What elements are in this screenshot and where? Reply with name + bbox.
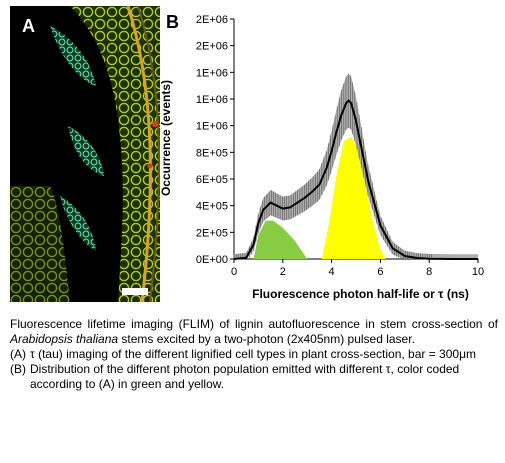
chart-series-line [233, 99, 478, 260]
y-tick-label: 0E+00 [196, 254, 228, 266]
caption-paragraph: Fluorescence lifetime imaging (FLIM) of … [10, 317, 498, 347]
y-tick-label: 1E+06 [196, 67, 228, 79]
x-tick-label: 0 [231, 266, 237, 278]
y-tick-labels: 0E+00 2E+05 4E+05 6E+05 8E+05 1E+06 1E+06 1E+06… [196, 14, 234, 266]
y-axis-label: Occurrence (events) [159, 79, 173, 197]
yellow-region [321, 136, 386, 259]
x-axis-label: Fluorescence photon half-life or τ (ns) [252, 287, 469, 301]
chart-filled-regions [253, 136, 386, 259]
lifetime-histogram-chart: 0E+00 2E+05 4E+05 6E+05 8E+05 1E+06 1E+06 1E+06… [196, 14, 484, 278]
caption-item-marker: (A) [10, 347, 26, 361]
y-tick-label: 8E+05 [196, 147, 228, 159]
scale-bar [122, 288, 148, 295]
caption-item-a: (A) τ (tau) imaging of the different lig… [10, 347, 498, 362]
x-tick-label: 2 [280, 266, 286, 278]
y-tick-label: 2E+06 [196, 41, 228, 53]
caption-item-marker: (B) [10, 362, 26, 376]
y-tick-label: 2E+05 [196, 227, 228, 239]
x-tick-label: 4 [329, 266, 335, 278]
x-tick-labels: 0 2 4 6 8 10 [231, 259, 484, 278]
panel-a-label: A [22, 16, 35, 36]
y-tick-label: 1E+06 [196, 121, 228, 133]
caption-paragraph-text: Fluorescence lifetime imaging (FLIM) of … [10, 317, 498, 346]
y-tick-label: 2E+06 [196, 14, 228, 26]
x-tick-label: 6 [377, 266, 383, 278]
figure-caption: Fluorescence lifetime imaging (FLIM) of … [10, 317, 498, 392]
caption-item-text: Distribution of the different photon pop… [30, 362, 460, 391]
error-band [234, 73, 478, 260]
y-tick-label: 6E+05 [196, 174, 228, 186]
x-tick-label: 10 [472, 266, 484, 278]
series-line [233, 99, 478, 260]
y-tick-label: 1E+06 [196, 94, 228, 106]
green-region [253, 220, 308, 259]
caption-item-text: τ (tau) imaging of the different lignifi… [30, 347, 476, 361]
flim-image-panel: A [10, 6, 160, 302]
flim-micrograph [10, 6, 160, 302]
x-tick-label: 8 [426, 266, 432, 278]
panel-b-label: B [166, 12, 179, 32]
caption-item-b: (B) Distribution of the different photon… [10, 362, 498, 392]
y-tick-label: 4E+05 [196, 201, 228, 213]
